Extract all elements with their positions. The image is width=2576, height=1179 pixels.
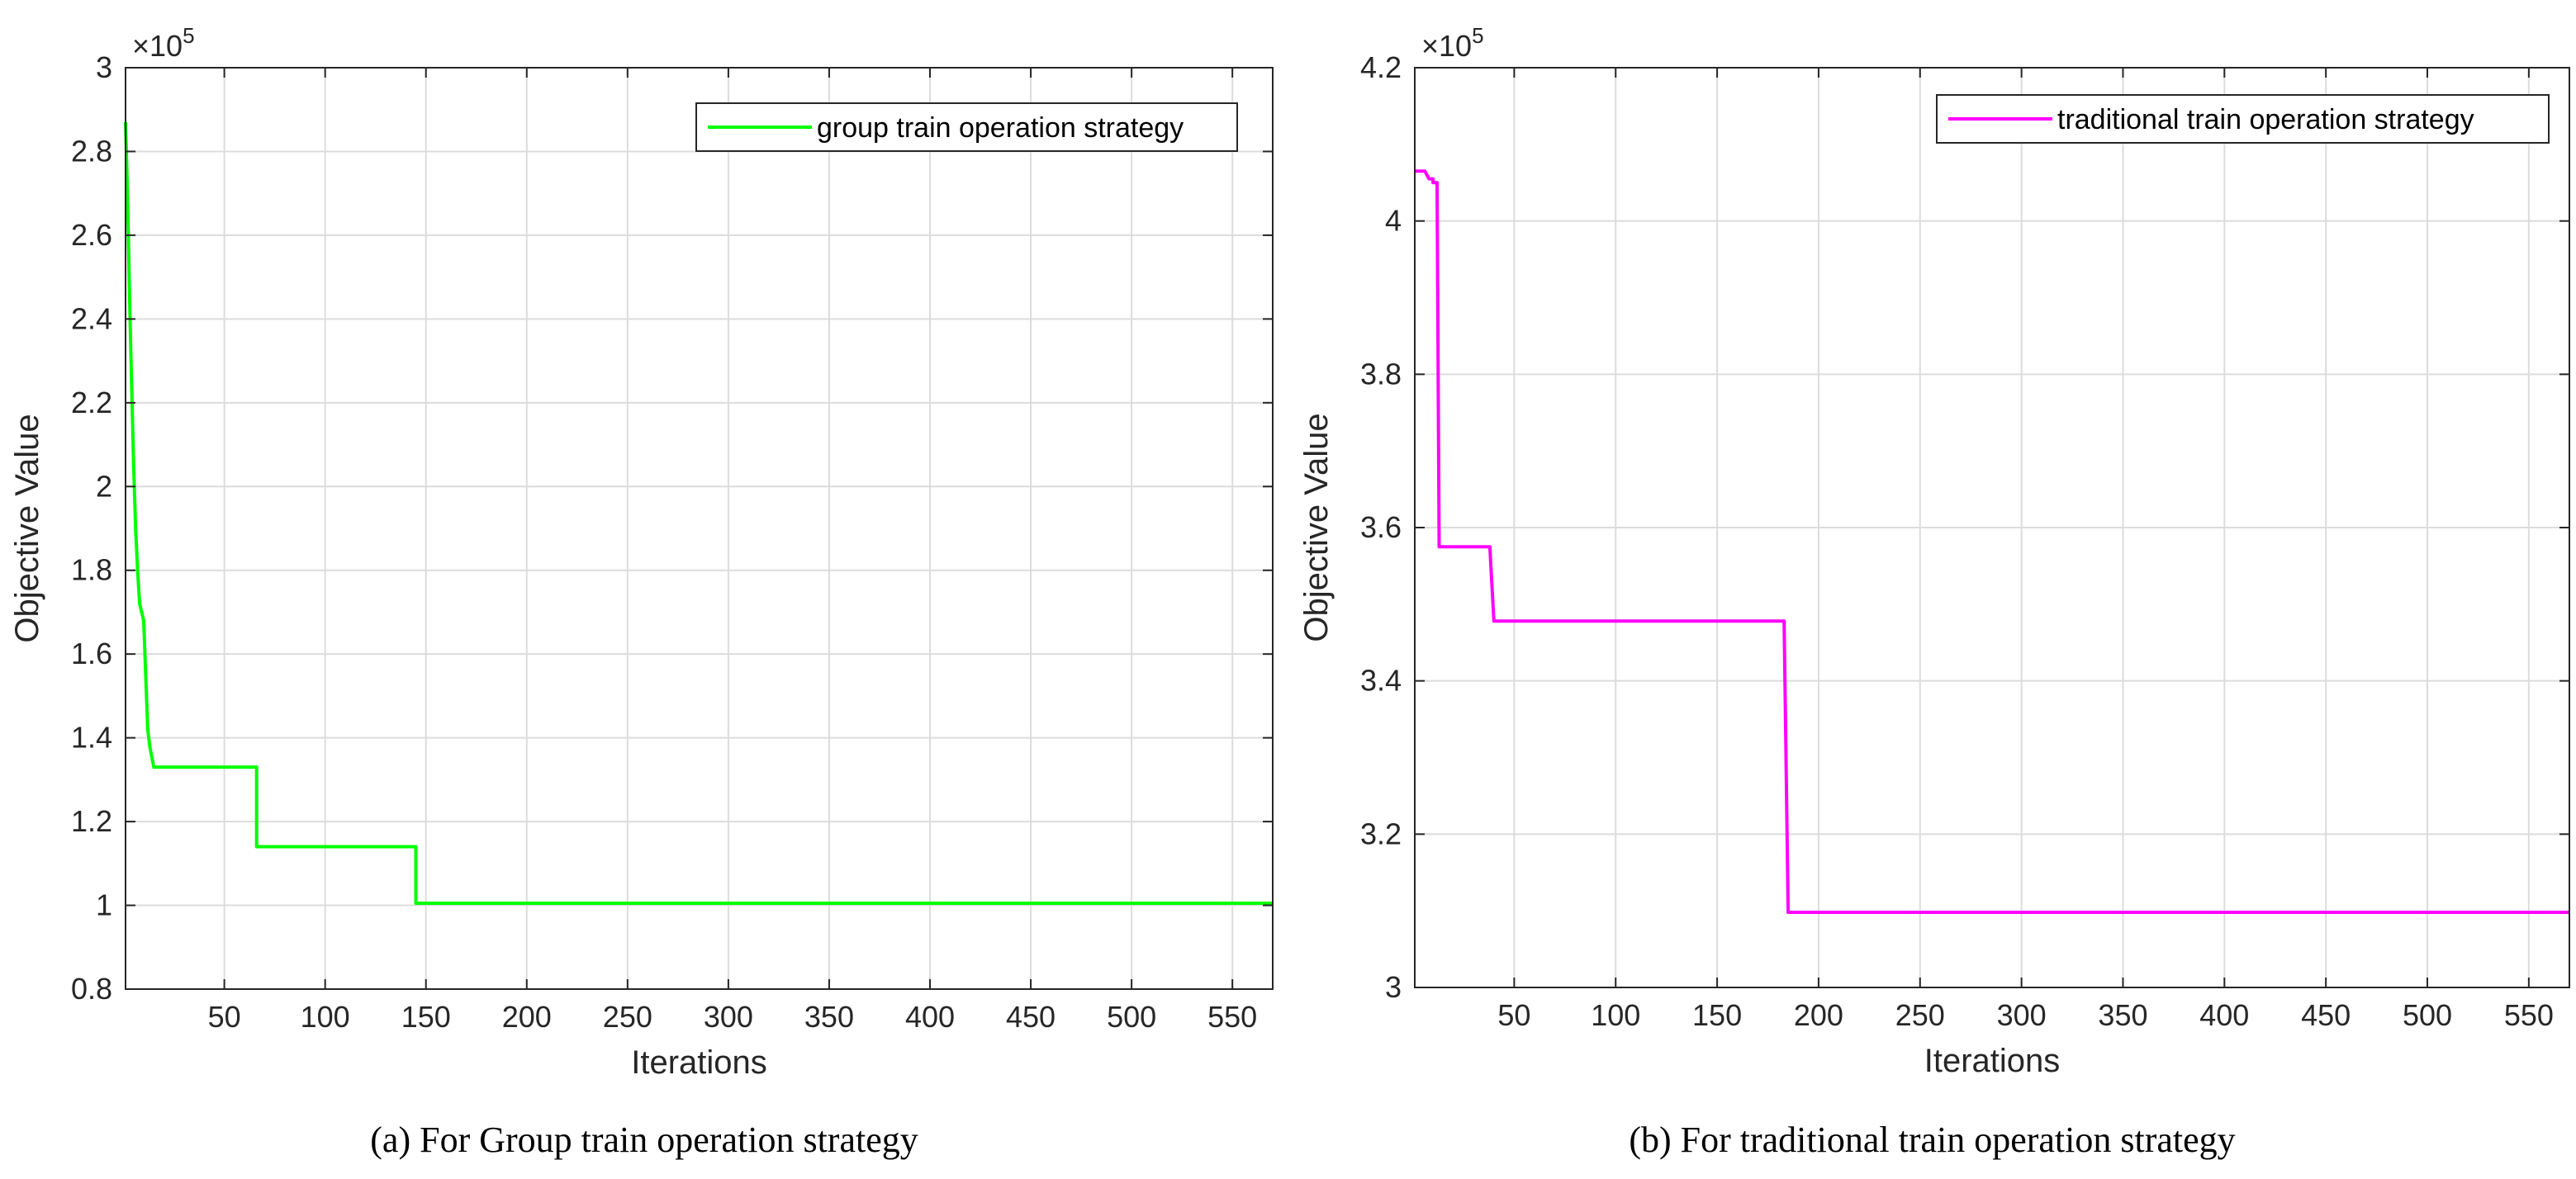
chart-a-x-tick-label-7: 400	[905, 1000, 955, 1034]
chart-a-y-tick-label-5: 1.8	[71, 553, 112, 587]
chart-a-y-tick-label-6: 2	[96, 469, 112, 503]
chart-a-exponent-label: ×105	[132, 23, 195, 63]
chart-a-legend-label: group train operation strategy	[817, 112, 1184, 144]
chart-a-y-tick-label-2: 1.2	[71, 804, 112, 838]
chart-a-x-tick-label-2: 150	[401, 1000, 451, 1034]
chart-b-x-tick-label-3: 200	[1794, 998, 1843, 1032]
chart-a-x-tick-label-9: 500	[1107, 1000, 1156, 1034]
chart-b-y-axis-label: Objective Value	[1298, 413, 1335, 642]
chart-b-x-tick-label-0: 50	[1497, 998, 1530, 1032]
chart-a-x-tick-label-8: 450	[1006, 1000, 1056, 1034]
chart-a-x-tick-label-5: 300	[704, 1000, 753, 1034]
chart-b-x-axis-label: Iterations	[1924, 1043, 2061, 1079]
chart-panel-a: 50 100 150 200 250 300 350 400 450 500 550 0.8 1 1.2 1…	[9, 23, 1274, 1160]
caption-a: (a) For Group train operation strategy	[370, 1120, 918, 1160]
chart-b-x-tick-label-2: 150	[1692, 998, 1742, 1032]
chart-a-y-tick-label-7: 2.2	[71, 386, 112, 419]
caption-b: (b) For traditional train operation stra…	[1629, 1120, 2236, 1160]
chart-a-x-axis-label: Iterations	[631, 1044, 767, 1081]
chart-a-x-tick-label-10: 550	[1207, 1000, 1257, 1034]
chart-b-x-tick-label-8: 450	[2301, 998, 2351, 1032]
chart-b-y-tick-label-1: 3.2	[1360, 817, 1402, 850]
chart-a-x-tick-label-1: 100	[301, 1000, 350, 1034]
chart-a-y-tick-label-0: 0.8	[71, 972, 112, 1006]
chart-b-exponent-power: 5	[1472, 23, 1483, 48]
chart-a-x-tick-label-6: 350	[804, 1000, 854, 1034]
chart-a-y-tick-label-8: 2.4	[71, 301, 112, 335]
chart-a-y-tick-label-9: 2.6	[71, 218, 112, 252]
chart-b-x-tick-label-9: 500	[2403, 998, 2452, 1032]
chart-a-axes-box	[125, 67, 1274, 990]
chart-a-series-line-0	[124, 121, 1273, 905]
chart-a-y-tick-label-10: 2.8	[71, 134, 112, 168]
chart-b-x-tick-label-5: 300	[1997, 998, 2047, 1032]
chart-a-x-tick-label-0: 50	[208, 1000, 241, 1034]
chart-b-exponent-label: ×105	[1421, 23, 1484, 63]
chart-b-x-tick-label-1: 100	[1591, 998, 1640, 1032]
chart-b-x-tick-label-6: 350	[2098, 998, 2147, 1032]
chart-b-y-tick-label-3: 3.6	[1360, 510, 1402, 544]
chart-a-y-tick-label-3: 1.4	[71, 721, 112, 755]
chart-b-x-tick-label-7: 400	[2199, 998, 2249, 1032]
chart-a-plot-area	[126, 68, 1273, 989]
chart-b-y-tick-label-0: 3	[1385, 970, 1402, 1004]
chart-b-y-tick-label-5: 4	[1385, 204, 1402, 238]
chart-a-exponent-power: 5	[183, 23, 194, 48]
chart-b-x-tick-label-10: 550	[2504, 998, 2554, 1032]
chart-b-series-line-0	[1415, 169, 2569, 914]
chart-a-y-tick-label-4: 1.6	[71, 637, 112, 670]
chart-b-y-tick-label-6: 4.2	[1360, 50, 1402, 84]
chart-a-y-tick-label-1: 1	[96, 888, 112, 922]
chart-a-x-tick-label-4: 250	[603, 1000, 652, 1034]
chart-b-y-tick-label-2: 3.4	[1360, 664, 1402, 698]
chart-panel-b: 50 100 150 200 250 300 350 400 450 500 550 3 3.2 3.4 3…	[1288, 0, 2576, 1179]
chart-a-y-axis-label: Objective Value	[9, 414, 45, 642]
chart-a: 50 100 150 200 250 300 350 400 450 500 550 0.8 1 1.2 1…	[9, 23, 1274, 1081]
chart-b-x-tick-label-4: 250	[1895, 998, 1945, 1032]
chart-b-y-tick-label-4: 3.8	[1360, 357, 1402, 391]
chart-b-legend-label: traditional train operation strategy	[2057, 104, 2474, 135]
chart-a-y-tick-label-11: 3	[96, 50, 112, 84]
chart-a-x-tick-label-3: 200	[502, 1000, 552, 1034]
chart-b: 50 100 150 200 250 300 350 400 450 500 550 3 3.2 3.4 3…	[1298, 23, 2570, 1079]
